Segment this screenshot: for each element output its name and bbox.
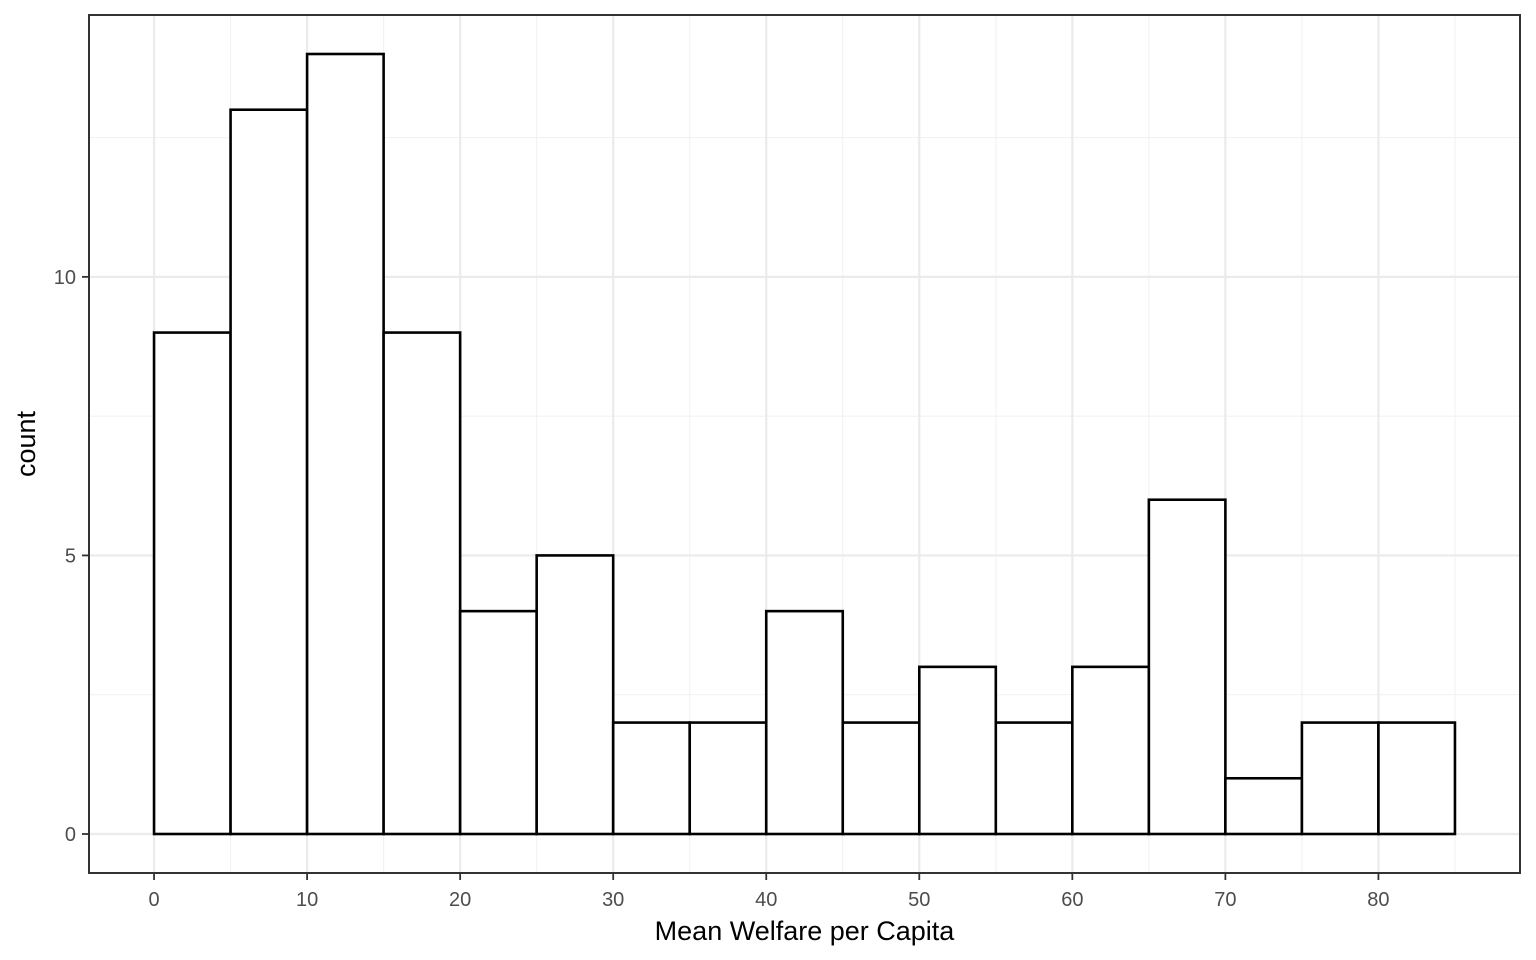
- y-axis-title: count: [11, 410, 41, 477]
- histogram-bar: [611, 721, 692, 836]
- y-tick-label: 10: [54, 267, 76, 289]
- x-axis-title: Mean Welfare per Capita: [655, 916, 956, 946]
- x-tick-label: 10: [296, 889, 318, 911]
- histogram-bar: [535, 554, 615, 836]
- x-tick-label: 80: [1367, 889, 1389, 911]
- histogram-bar: [917, 665, 998, 836]
- histogram-bar: [152, 331, 232, 836]
- y-tick-label: 5: [65, 545, 76, 567]
- histogram-bar: [1377, 721, 1457, 836]
- histogram-bar: [305, 52, 385, 836]
- histogram-bar: [1071, 665, 1151, 836]
- histogram-bar: [1224, 776, 1304, 836]
- x-tick-label: 50: [908, 889, 930, 911]
- histogram-bar: [688, 721, 768, 836]
- histogram-bar: [764, 609, 845, 836]
- x-tick-label: 60: [1061, 889, 1083, 911]
- histogram-bar: [1300, 721, 1380, 836]
- histogram-bar: [994, 721, 1074, 836]
- y-tick-label: 0: [65, 824, 76, 846]
- histogram-bar: [1147, 498, 1227, 836]
- bars: [152, 52, 1457, 836]
- x-tick-label: 0: [148, 889, 159, 911]
- axes: 0 10 20 30 40 50 60 70 80 0 5 10: [54, 267, 1390, 911]
- histogram-bar: [382, 331, 462, 836]
- x-tick-label: 40: [755, 889, 777, 911]
- histogram-bar: [458, 609, 538, 836]
- x-tick-label: 30: [602, 889, 624, 911]
- panel-border: [88, 14, 1521, 874]
- histogram-bar: [841, 721, 921, 836]
- histogram-bar: [229, 108, 309, 836]
- x-tick-label: 70: [1214, 889, 1236, 911]
- x-tick-label: 20: [449, 889, 471, 911]
